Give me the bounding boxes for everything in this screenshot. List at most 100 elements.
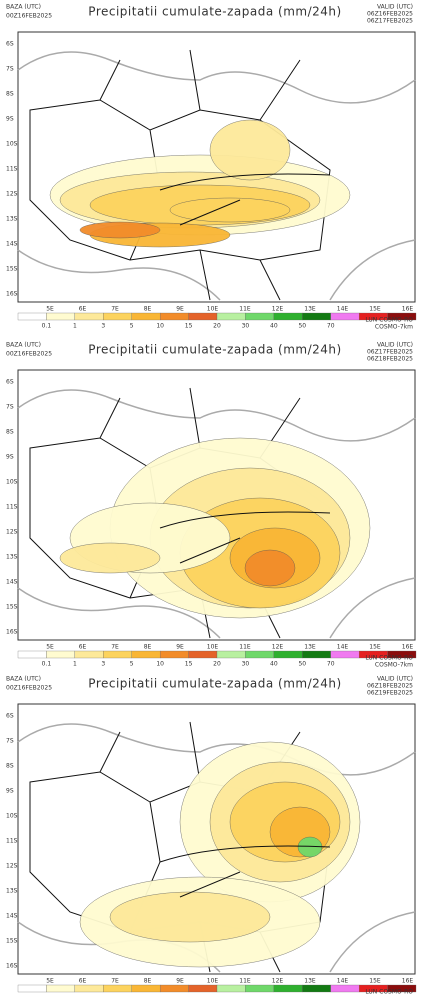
lon-label: 7E (111, 978, 119, 985)
lat-label: 16S (6, 963, 18, 970)
lat-label: 14S (6, 913, 18, 920)
legend-label: 40 (270, 661, 278, 668)
legend-swatch (103, 312, 132, 321)
legend-swatch (216, 650, 246, 659)
valid-label: VALID (UTC) (377, 4, 413, 11)
border-lines (159, 845, 331, 898)
legend-label: 1 (73, 323, 77, 330)
lat-label: 6S (6, 713, 14, 720)
valid-from: 06Z18FEB2025 (367, 683, 413, 690)
base-label: BAZA (UTC) (6, 4, 41, 11)
legend-label: 30 (242, 323, 250, 330)
lat-label: 12S (6, 191, 18, 198)
lon-label: 15E (369, 306, 381, 313)
model-label: LUN COSMO-RO (365, 317, 413, 324)
legend-swatch (245, 650, 275, 659)
legend-swatch (216, 984, 246, 993)
legend-swatch (273, 312, 303, 321)
legend-label: 3 (101, 323, 105, 330)
lon-label: 8E (144, 306, 152, 313)
lon-label: 15E (369, 978, 381, 985)
lat-label: 7S (6, 738, 14, 745)
legend-swatch (302, 984, 331, 993)
valid-to: 06Z17FEB2025 (367, 18, 413, 25)
lat-label: 15S (6, 604, 18, 611)
lat-label: 13S (6, 554, 18, 561)
lat-label: 6S (6, 41, 14, 48)
lat-label: 16S (6, 291, 18, 298)
lon-label: 14E (337, 644, 349, 651)
lat-label: 9S (6, 116, 14, 123)
legend-swatch (103, 650, 132, 659)
legend-label: 5 (130, 323, 134, 330)
legend-swatch (387, 650, 417, 659)
lat-label: 10S (6, 141, 18, 148)
lat-label: 8S (6, 91, 14, 98)
legend-label: 15 (185, 661, 193, 668)
lon-label: 11E (239, 644, 251, 651)
model-label: COSMO-7km (375, 324, 413, 331)
legend-swatch (46, 984, 76, 993)
forecast-panel: BAZA (UTC) 00Z16FEB2025 Precipitatii cumul… (6, 342, 417, 669)
legend-label: 70 (327, 323, 335, 330)
lon-label: 6E (79, 978, 87, 985)
lon-label: 11E (239, 306, 251, 313)
model-label: LUN COSMO-RO (365, 655, 413, 662)
sea-outline (17, 51, 416, 301)
lon-label: 10E (207, 644, 219, 651)
lat-label: 15S (6, 266, 18, 273)
legend-swatch (131, 312, 161, 321)
lat-label: 16S (6, 629, 18, 636)
base-time: 00Z16FEB2025 (6, 685, 52, 692)
panel-title: Precipitatii cumulate-zapada (mm/24h) (88, 343, 341, 357)
valid-from: 06Z17FEB2025 (367, 349, 413, 356)
lon-label: 5E (46, 978, 54, 985)
lon-label: 13E (304, 978, 316, 985)
lon-label: 5E (46, 306, 54, 313)
base-label: BAZA (UTC) (6, 676, 41, 683)
lat-label: 6S (6, 379, 14, 386)
legend-swatch (17, 984, 47, 993)
legend-label: 40 (270, 323, 278, 330)
legend-label: 0.1 (42, 661, 52, 668)
lat-label: 14S (6, 579, 18, 586)
lon-label: 6E (79, 644, 87, 651)
legend-swatch (159, 650, 189, 659)
legend-swatch (330, 984, 360, 993)
legend-label: 70 (327, 661, 335, 668)
legend-swatch (46, 650, 76, 659)
lon-label: 12E (272, 644, 284, 651)
legend-swatch (302, 312, 331, 321)
valid-label: VALID (UTC) (377, 342, 413, 349)
lon-label: 14E (337, 978, 349, 985)
lon-label: 7E (111, 644, 119, 651)
legend-swatch (74, 984, 104, 993)
forecast-panel: BAZA (UTC) 00Z16FEB2025 Precipitatii cumul… (6, 4, 417, 331)
base-label: BAZA (UTC) (6, 342, 41, 349)
lon-label: 5E (46, 644, 54, 651)
lat-label: 10S (6, 813, 18, 820)
base-time: 00Z16FEB2025 (6, 13, 52, 20)
border-lines (159, 173, 331, 226)
lat-label: 15S (6, 938, 18, 945)
legend-swatch (131, 984, 161, 993)
legend-swatch (103, 984, 132, 993)
base-time: 00Z16FEB2025 (6, 351, 52, 358)
legend-swatch (131, 650, 161, 659)
lat-label: 10S (6, 479, 18, 486)
legend-label: 0.1 (42, 323, 52, 330)
lon-label: 8E (144, 644, 152, 651)
legend-label: 1 (73, 661, 77, 668)
legend-swatch (273, 650, 303, 659)
legend-swatch (245, 984, 275, 993)
lat-label: 7S (6, 66, 14, 73)
legend-swatch (159, 984, 189, 993)
precip-area (79, 221, 161, 239)
legend-swatch (188, 650, 218, 659)
lon-label: 9E (176, 978, 184, 985)
lon-label: 12E (272, 978, 284, 985)
legend-label: 3 (101, 661, 105, 668)
lon-label: 16E (402, 306, 414, 313)
lat-label: 12S (6, 863, 18, 870)
